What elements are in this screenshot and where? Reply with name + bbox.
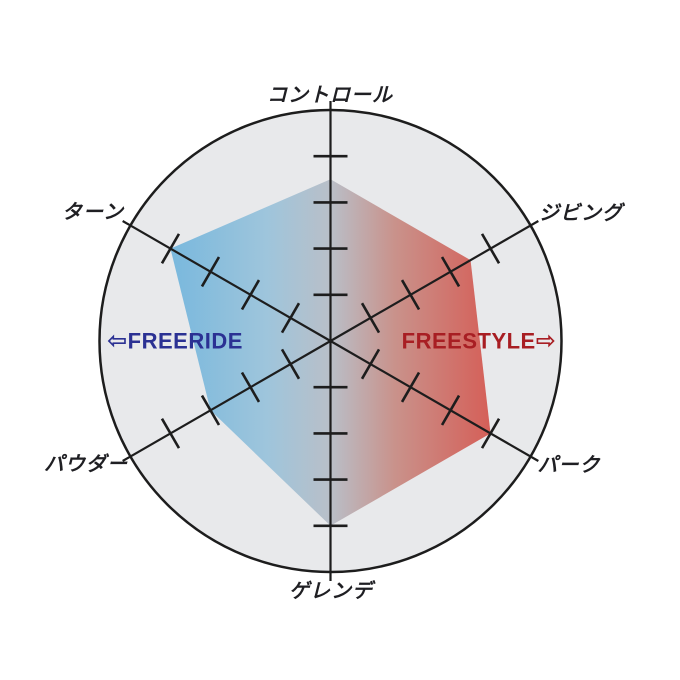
- axis-label-park: パーク: [537, 454, 601, 477]
- axis-label-powder: パウダー: [44, 453, 128, 476]
- left-arrow-icon: ⇦: [107, 327, 128, 355]
- freeride-label: ⇦FREERIDE: [107, 327, 243, 356]
- freestyle-text: FREESTYLE: [401, 328, 536, 354]
- freeride-text: FREERIDE: [127, 328, 243, 354]
- right-arrow-icon: ⇨: [535, 327, 557, 355]
- axis-label-turn: ターン: [62, 201, 124, 224]
- axis-label-gelande: ゲレンデ: [289, 580, 373, 603]
- axis-label-control: コントロール: [267, 84, 393, 107]
- freestyle-label: FREESTYLE⇨: [402, 327, 557, 356]
- axis-label-jibbing: ジビング: [539, 202, 623, 225]
